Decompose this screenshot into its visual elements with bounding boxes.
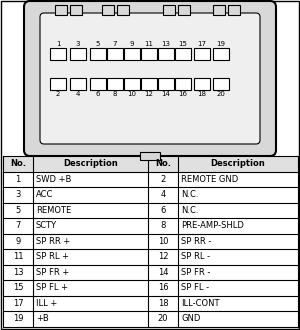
Bar <box>213 48 229 60</box>
Text: 9: 9 <box>130 41 134 47</box>
Bar <box>124 48 140 60</box>
Text: N.C.: N.C. <box>181 190 199 199</box>
Text: SP FR +: SP FR + <box>36 268 69 277</box>
Bar <box>163 5 175 15</box>
Bar <box>55 5 67 15</box>
Text: SP RR +: SP RR + <box>36 237 70 246</box>
Bar <box>90 78 106 90</box>
Text: 11: 11 <box>145 41 154 47</box>
Text: N.C.: N.C. <box>181 206 199 215</box>
Text: REMOTE: REMOTE <box>36 206 71 215</box>
Bar <box>178 5 190 15</box>
Text: 4: 4 <box>160 190 166 199</box>
FancyBboxPatch shape <box>24 1 276 156</box>
Text: 7: 7 <box>15 221 21 230</box>
Text: 17: 17 <box>13 299 23 308</box>
Text: SP RL +: SP RL + <box>36 252 69 261</box>
Text: 2: 2 <box>160 175 166 184</box>
Text: REMOTE GND: REMOTE GND <box>181 175 238 184</box>
Text: 1: 1 <box>56 41 60 47</box>
Text: 7: 7 <box>113 41 117 47</box>
Text: Description: Description <box>63 159 118 168</box>
Text: 6: 6 <box>160 206 166 215</box>
Text: 3: 3 <box>15 190 21 199</box>
Bar <box>50 48 66 60</box>
Text: Description: Description <box>211 159 266 168</box>
Text: 14: 14 <box>162 91 170 97</box>
Text: 5: 5 <box>15 206 21 215</box>
Bar <box>107 78 123 90</box>
Text: 2: 2 <box>56 91 60 97</box>
Text: 19: 19 <box>217 41 226 47</box>
Text: PRE-AMP-SHLD: PRE-AMP-SHLD <box>181 221 244 230</box>
Text: 11: 11 <box>13 252 23 261</box>
Text: No.: No. <box>155 159 171 168</box>
Bar <box>102 5 114 15</box>
Bar <box>228 5 240 15</box>
Bar <box>117 5 129 15</box>
Bar <box>141 48 157 60</box>
Text: GND: GND <box>181 314 200 323</box>
Bar <box>175 48 191 60</box>
Text: 20: 20 <box>158 314 168 323</box>
Bar <box>70 78 86 90</box>
Text: 8: 8 <box>113 91 117 97</box>
Bar <box>3 156 298 172</box>
Text: 4: 4 <box>76 91 80 97</box>
Text: ILL +: ILL + <box>36 299 57 308</box>
Text: SP FL +: SP FL + <box>36 283 68 292</box>
Text: SCTY: SCTY <box>36 221 57 230</box>
Text: 10: 10 <box>158 237 168 246</box>
Text: SP RR -: SP RR - <box>181 237 212 246</box>
Text: 17: 17 <box>197 41 206 47</box>
Bar <box>213 78 229 90</box>
Text: 16: 16 <box>158 283 168 292</box>
Text: 12: 12 <box>145 91 153 97</box>
Text: 9: 9 <box>15 237 21 246</box>
Bar <box>158 78 174 90</box>
Text: SWD +B: SWD +B <box>36 175 71 184</box>
Bar <box>213 5 225 15</box>
Bar <box>50 78 66 90</box>
Bar <box>141 78 157 90</box>
Text: +B: +B <box>36 314 49 323</box>
Bar <box>90 48 106 60</box>
Bar <box>158 48 174 60</box>
Text: 12: 12 <box>158 252 168 261</box>
Text: 16: 16 <box>178 91 188 97</box>
Bar <box>70 48 86 60</box>
Text: 10: 10 <box>128 91 136 97</box>
Text: 15: 15 <box>13 283 23 292</box>
Text: 3: 3 <box>76 41 80 47</box>
Text: SP RL -: SP RL - <box>181 252 210 261</box>
Text: 18: 18 <box>158 299 168 308</box>
Text: 15: 15 <box>178 41 188 47</box>
Text: 19: 19 <box>13 314 23 323</box>
Bar <box>175 78 191 90</box>
FancyBboxPatch shape <box>40 13 260 144</box>
Text: ILL-CONT: ILL-CONT <box>181 299 220 308</box>
Text: 13: 13 <box>161 41 170 47</box>
Text: 14: 14 <box>158 268 168 277</box>
Text: 13: 13 <box>13 268 23 277</box>
Bar <box>194 48 210 60</box>
Text: ACC: ACC <box>36 190 53 199</box>
Text: 18: 18 <box>197 91 206 97</box>
Bar <box>194 78 210 90</box>
Text: 20: 20 <box>217 91 225 97</box>
Text: 1: 1 <box>15 175 21 184</box>
Bar <box>70 5 82 15</box>
Text: 8: 8 <box>160 221 166 230</box>
Text: 5: 5 <box>96 41 100 47</box>
Text: SP FL -: SP FL - <box>181 283 209 292</box>
Bar <box>107 48 123 60</box>
Text: 6: 6 <box>96 91 100 97</box>
Text: No.: No. <box>10 159 26 168</box>
Text: SP FR -: SP FR - <box>181 268 210 277</box>
Bar <box>124 78 140 90</box>
Bar <box>140 152 160 160</box>
